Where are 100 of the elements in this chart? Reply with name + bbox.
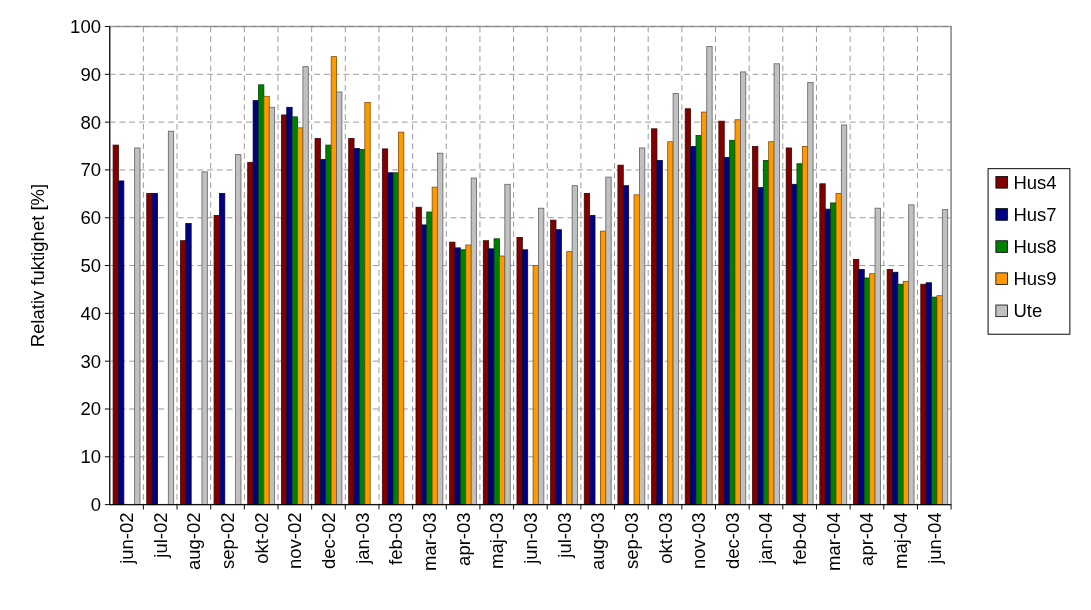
x-tick-label: maj-03 bbox=[486, 512, 508, 569]
legend-label: Ute bbox=[1013, 300, 1043, 322]
x-tick-label: nov-03 bbox=[688, 512, 710, 569]
bar bbox=[538, 207, 545, 506]
bar bbox=[532, 265, 539, 506]
bar bbox=[263, 95, 270, 506]
bar bbox=[908, 204, 915, 506]
x-tick-label: okt-03 bbox=[654, 512, 676, 564]
y-tick-label: 70 bbox=[80, 159, 101, 181]
bar bbox=[167, 130, 175, 506]
x-tick-label: mar-03 bbox=[418, 512, 440, 572]
y-tick-label: 30 bbox=[80, 350, 101, 372]
bar bbox=[622, 185, 630, 506]
bar bbox=[656, 159, 663, 506]
bar bbox=[336, 91, 343, 506]
x-tick-label: aug-03 bbox=[587, 512, 609, 571]
bar bbox=[516, 236, 523, 506]
bar bbox=[718, 120, 725, 506]
bar bbox=[185, 223, 192, 506]
bar bbox=[235, 154, 242, 506]
bar bbox=[504, 183, 511, 506]
y-tick-label: 10 bbox=[80, 446, 101, 468]
y-tick-label: 80 bbox=[80, 111, 101, 133]
legend-label: Hus7 bbox=[1013, 203, 1057, 225]
x-tick-label: okt-02 bbox=[250, 512, 272, 564]
y-tick-label: 50 bbox=[80, 255, 101, 277]
bar bbox=[291, 116, 298, 506]
y-tick-label: 20 bbox=[80, 398, 101, 420]
x-tick-label: dec-02 bbox=[317, 512, 339, 569]
bar bbox=[605, 176, 612, 506]
bar bbox=[897, 283, 904, 506]
y-axis-title: Relativ fuktighet [%] bbox=[26, 183, 48, 348]
bar bbox=[874, 207, 881, 506]
bar bbox=[268, 106, 276, 506]
x-tick-label: jun-04 bbox=[923, 512, 945, 565]
legend-label: Hus8 bbox=[1013, 236, 1057, 258]
x-tick-label: maj-04 bbox=[890, 512, 912, 569]
bar bbox=[134, 147, 141, 506]
bar bbox=[773, 63, 780, 506]
bar bbox=[835, 192, 842, 506]
bar bbox=[353, 148, 360, 506]
x-tick-label: sep-02 bbox=[217, 512, 238, 569]
bar bbox=[734, 119, 741, 506]
x-tick-label: aug-02 bbox=[183, 512, 205, 571]
x-tick-label: nov-02 bbox=[284, 512, 306, 569]
bar bbox=[454, 247, 461, 506]
bar bbox=[589, 214, 596, 506]
bar bbox=[796, 163, 803, 506]
bar bbox=[302, 66, 309, 506]
y-tick-label: 40 bbox=[80, 302, 101, 324]
bar bbox=[213, 214, 220, 506]
bar bbox=[571, 185, 578, 506]
x-tick-label: feb-04 bbox=[789, 512, 811, 565]
x-tick-label: jul-02 bbox=[149, 512, 171, 559]
bar bbox=[941, 209, 949, 506]
bar bbox=[112, 144, 119, 506]
x-tick-label: dec-03 bbox=[721, 512, 743, 569]
bar bbox=[465, 244, 472, 506]
legend-label: Hus9 bbox=[1013, 268, 1057, 290]
x-tick-label: mar-04 bbox=[822, 512, 844, 572]
bar bbox=[807, 82, 814, 506]
bar bbox=[392, 172, 399, 506]
bar bbox=[325, 144, 332, 506]
bar bbox=[201, 171, 208, 506]
bar bbox=[936, 295, 943, 506]
x-tick-label: jun-02 bbox=[116, 512, 138, 565]
y-tick-label: 0 bbox=[90, 494, 101, 516]
x-tick-label: sep-03 bbox=[620, 512, 642, 569]
bar bbox=[757, 187, 764, 506]
x-tick-label: jun-03 bbox=[519, 512, 541, 565]
bar bbox=[695, 135, 702, 506]
bar bbox=[431, 186, 438, 506]
bar bbox=[706, 46, 713, 506]
bar bbox=[819, 183, 826, 506]
bar bbox=[364, 102, 371, 506]
bar bbox=[219, 192, 226, 506]
bar bbox=[840, 124, 848, 506]
bar bbox=[633, 194, 640, 506]
y-tick-label: 90 bbox=[80, 63, 101, 85]
bar bbox=[415, 206, 422, 506]
bar bbox=[672, 93, 679, 506]
x-tick-label: jan-03 bbox=[351, 512, 373, 565]
bar bbox=[314, 137, 321, 506]
bar bbox=[858, 269, 865, 506]
bar bbox=[920, 283, 927, 506]
bar bbox=[151, 192, 158, 506]
x-tick-label: feb-03 bbox=[385, 512, 407, 565]
bar bbox=[437, 152, 444, 506]
bar bbox=[740, 71, 747, 506]
x-tick-label: apr-04 bbox=[856, 512, 878, 566]
bar bbox=[118, 180, 125, 506]
y-tick-label: 60 bbox=[80, 207, 101, 229]
bar bbox=[886, 269, 893, 506]
x-tick-label: jan-04 bbox=[755, 512, 777, 565]
x-tick-label: jul-03 bbox=[553, 512, 575, 559]
bar bbox=[493, 238, 500, 506]
bar bbox=[555, 229, 562, 506]
bar bbox=[470, 177, 477, 506]
legend-label: Hus4 bbox=[1013, 171, 1057, 193]
bar bbox=[252, 100, 259, 506]
